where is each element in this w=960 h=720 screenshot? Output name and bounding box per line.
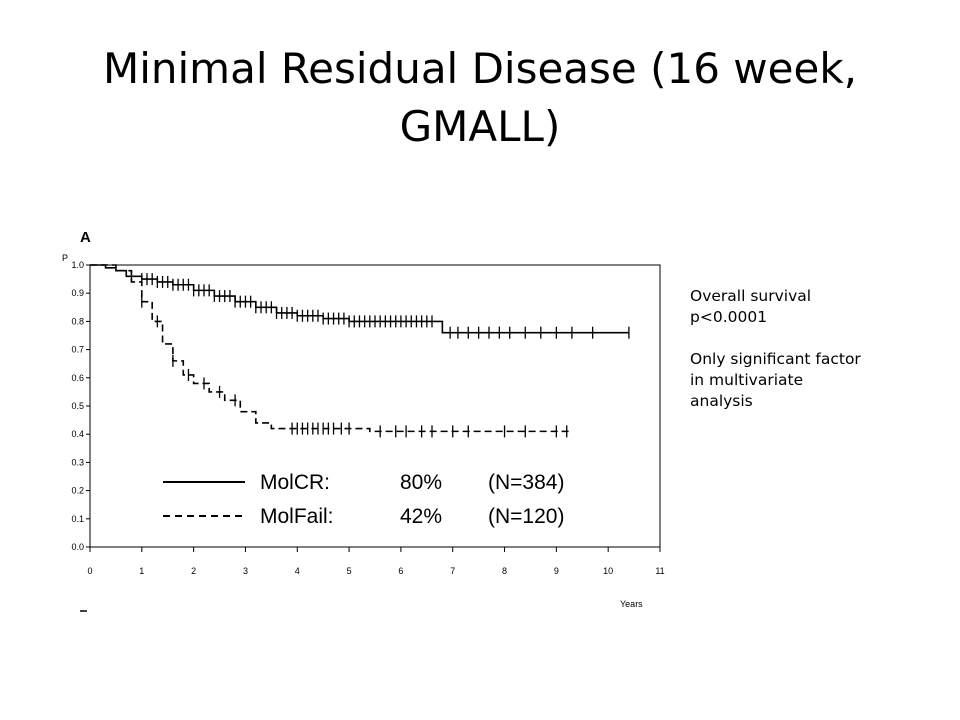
legend: MolCR: 80% (N=384) MolFail: 42% (N=120)	[163, 471, 564, 528]
legend-pct-molfail: 42%	[400, 505, 442, 528]
note-significant-factor: Only significant factor	[690, 350, 861, 368]
legend-n-molfail: (N=120)	[488, 505, 564, 528]
x-tick-label: 11	[655, 566, 664, 576]
x-tick-label: 2	[191, 566, 196, 576]
x-tick-label: 3	[243, 566, 248, 576]
y-tick-label: 1.0	[71, 260, 84, 270]
note-analysis: analysis	[690, 392, 753, 410]
slide-title-line-2: GMALL)	[399, 102, 561, 151]
y-tick-label: 0.9	[71, 288, 84, 298]
survival-chart: A P Years 0.0 0.1 0.2 0.3 0.4 0.5 0.6 0.7 0.8 0.9…	[55, 215, 680, 625]
y-tick-label: 0.7	[71, 345, 84, 355]
legend-pct-molcr: 80%	[400, 471, 442, 494]
y-tick-label: 0.8	[71, 316, 84, 326]
y-tick-label: 0.3	[71, 457, 84, 467]
x-tick-label: 5	[347, 566, 352, 576]
legend-name-molfail: MolFail:	[260, 505, 334, 528]
legend-n-molcr: (N=384)	[488, 471, 564, 494]
series-line-molfail	[90, 264, 572, 433]
x-tick-label: 4	[295, 566, 300, 576]
legend-name-molcr: MolCR:	[260, 471, 330, 494]
plot-frame	[89, 264, 661, 548]
slide-title: Minimal Residual Disease (16 week, GMALL…	[40, 40, 920, 156]
x-tick-label: 10	[603, 566, 613, 576]
y-axis-label: P	[62, 253, 68, 263]
x-tick-label: 1	[139, 566, 144, 576]
y-tick-label: 0.6	[71, 373, 84, 383]
x-tick-label: 8	[502, 566, 507, 576]
y-tick-label: 0.1	[71, 514, 84, 524]
note-multivariate: in multivariate	[690, 371, 804, 389]
x-tick-label: 6	[398, 566, 403, 576]
x-axis-ticks: 0 1 2 3 4 5 6 7 8 9 10 11	[87, 547, 665, 576]
x-tick-label: 0	[87, 566, 92, 576]
panel-label: A	[80, 229, 91, 246]
y-tick-label: 0.2	[71, 486, 84, 496]
x-axis-label: Years	[620, 599, 643, 609]
y-tick-label: 0.0	[71, 542, 84, 552]
y-tick-label: 0.5	[71, 401, 84, 411]
note-overall-survival: Overall survival	[690, 287, 812, 305]
side-notes: Overall survival p<0.0001 Only significa…	[690, 286, 940, 412]
slide-title-line-1: Minimal Residual Disease (16 week,	[102, 44, 857, 93]
note-p-value: p<0.0001	[690, 308, 768, 326]
x-tick-label: 9	[554, 566, 559, 576]
plot-border	[89, 264, 661, 548]
y-tick-label: 0.4	[71, 429, 84, 439]
series-layer	[90, 264, 630, 438]
survival-chart-svg: A P Years 0.0 0.1 0.2 0.3 0.4 0.5 0.6 0.7 0.8 0.9…	[62, 229, 665, 612]
x-tick-label: 7	[450, 566, 455, 576]
y-axis-ticks: 0.0 0.1 0.2 0.3 0.4 0.5 0.6 0.7 0.8 0.9 1.0	[71, 260, 90, 552]
